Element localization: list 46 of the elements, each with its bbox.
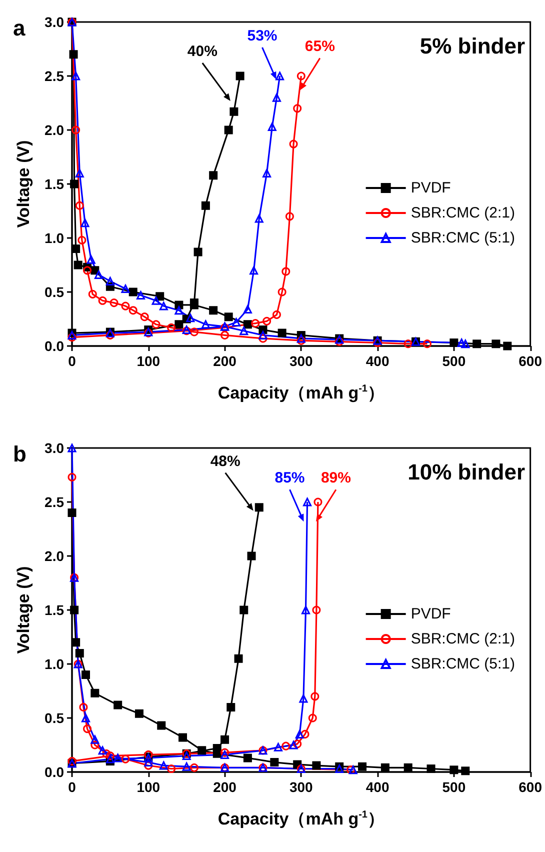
x-tick-label: 100: [136, 779, 160, 795]
y-tick-label: 3.0: [44, 14, 64, 30]
annotation: 65%: [304, 38, 335, 56]
chart-title: b: [13, 442, 26, 466]
annotation: 85%: [274, 470, 305, 487]
legend-label: SBR:CMC (2:1): [410, 204, 516, 222]
annotation: 89%: [320, 470, 351, 487]
y-tick-label: 3.0: [44, 440, 64, 456]
x-tick-label: 500: [442, 353, 466, 369]
legend-label: SBR:CMC (2:1): [410, 630, 516, 648]
y-tick-label: 0.5: [44, 710, 64, 726]
x-tick-label: 400: [366, 353, 390, 369]
y-tick-label: 2.0: [44, 122, 64, 138]
y-tick-label: 2.5: [44, 494, 64, 510]
x-tick-label: 0: [68, 779, 76, 795]
y-tick-label: 0.0: [44, 764, 64, 780]
x-tick-label: 600: [518, 779, 542, 795]
x-tick-label: 0: [68, 353, 76, 369]
x-tick-label: 500: [442, 779, 466, 795]
x-tick-label: 200: [213, 779, 237, 795]
y-tick-label: 0.0: [44, 338, 64, 354]
legend-label: PVDF: [410, 180, 451, 196]
x-tick-label: 100: [136, 353, 160, 369]
chart-title: a: [13, 16, 26, 40]
y-tick-label: 2.5: [44, 68, 64, 84]
y-tick-label: 0.5: [44, 284, 64, 300]
legend-label: SBR:CMC (5:1): [410, 656, 516, 672]
y-tick-label: 1.0: [44, 656, 64, 672]
y-tick-label: 1.0: [44, 230, 64, 246]
annotation: 10% binder: [408, 460, 526, 484]
x-tick-label: 300: [289, 779, 314, 795]
x-tick-label: 400: [366, 779, 390, 795]
x-tick-label: 600: [518, 353, 542, 369]
annotation: 5% binder: [420, 34, 526, 58]
y-axis-title: Voltage (V): [14, 140, 33, 228]
legend-label: PVDF: [410, 606, 451, 622]
y-tick-label: 2.0: [44, 548, 64, 564]
x-tick-label: 300: [289, 353, 314, 369]
y-tick-label: 1.5: [44, 176, 64, 192]
legend-label: SBR:CMC (5:1): [410, 230, 516, 246]
y-tick-label: 1.5: [44, 602, 64, 618]
annotation: 40%: [187, 43, 218, 60]
annotation: 48%: [210, 452, 240, 470]
y-axis-title: Voltage (V): [14, 566, 33, 654]
annotation: 53%: [247, 27, 278, 44]
x-tick-label: 200: [213, 353, 237, 369]
